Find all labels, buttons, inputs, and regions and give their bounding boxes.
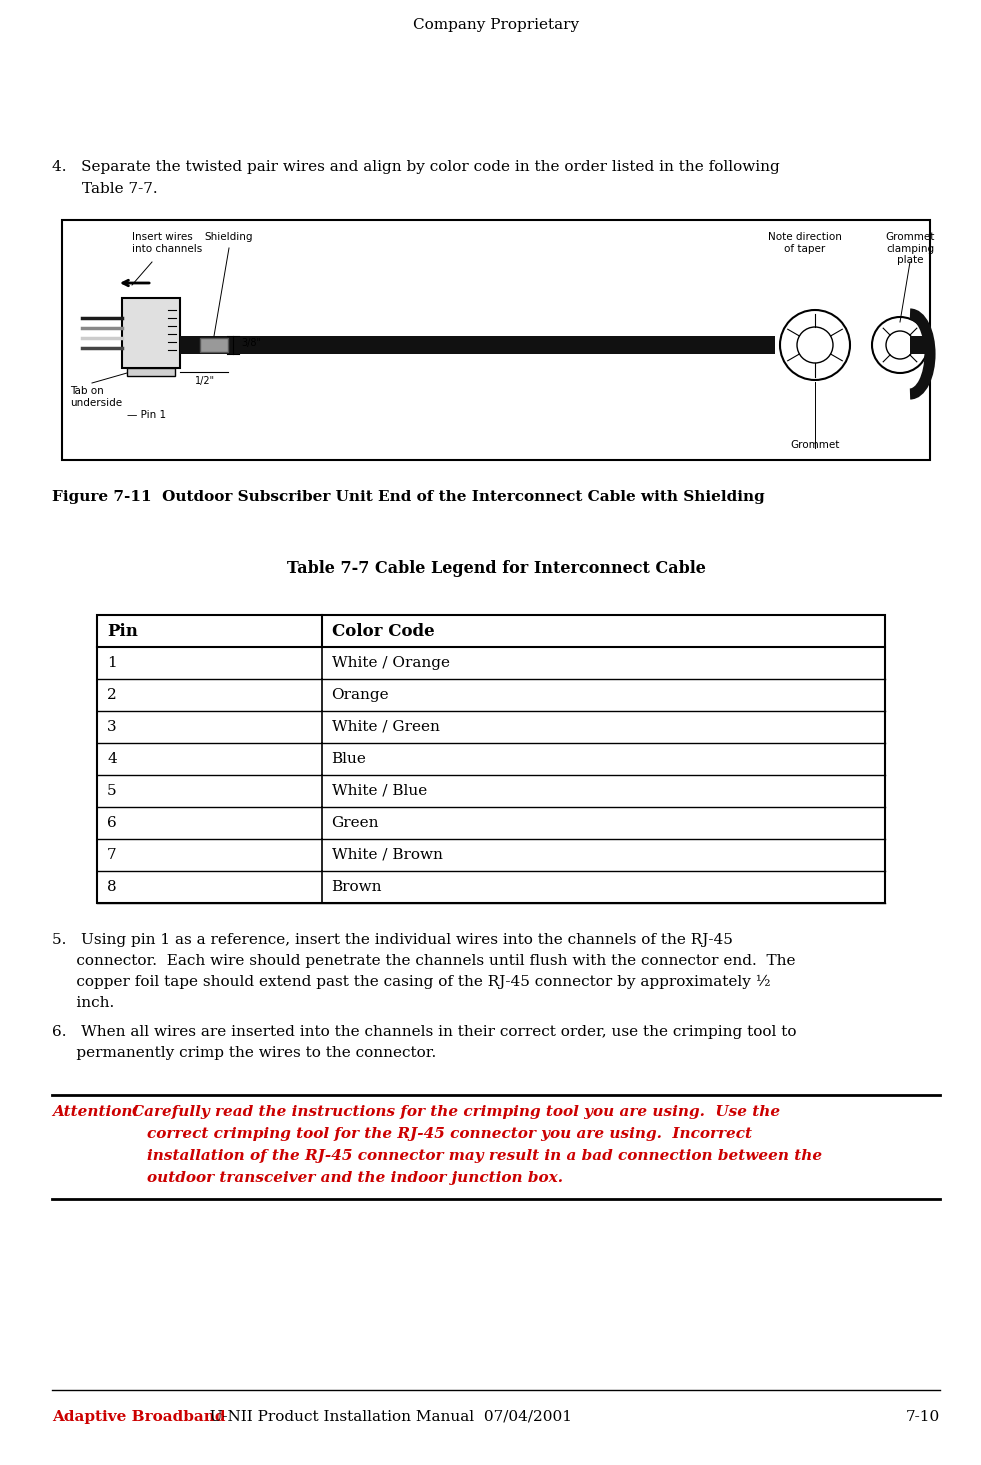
Bar <box>62 220 930 460</box>
Text: Adaptive Broadband: Adaptive Broadband <box>52 1409 226 1424</box>
Text: 1/2": 1/2" <box>195 377 215 385</box>
Text: 2: 2 <box>107 689 117 702</box>
Text: Pin: Pin <box>107 623 138 640</box>
Text: Carefully read the instructions for the crimping tool you are using.  Use the: Carefully read the instructions for the … <box>132 1105 780 1119</box>
Text: inch.: inch. <box>52 996 114 1009</box>
Bar <box>180 335 775 355</box>
Text: 3/8": 3/8" <box>241 338 261 349</box>
Text: 3: 3 <box>107 719 117 734</box>
Text: Shielding: Shielding <box>205 231 253 242</box>
Text: White / Green: White / Green <box>332 719 439 734</box>
Text: Grommet
clamping
plate: Grommet clamping plate <box>885 231 935 265</box>
Text: Note direction
of taper: Note direction of taper <box>768 231 842 253</box>
Bar <box>200 338 228 352</box>
Text: Orange: Orange <box>332 689 389 702</box>
Text: Grommet: Grommet <box>791 440 840 450</box>
Text: 4.   Separate the twisted pair wires and align by color code in the order listed: 4. Separate the twisted pair wires and a… <box>52 160 780 174</box>
Text: Green: Green <box>332 816 379 831</box>
Circle shape <box>886 331 914 359</box>
Text: Table 7-7 Cable Legend for Interconnect Cable: Table 7-7 Cable Legend for Interconnect … <box>286 560 705 577</box>
Text: White / Orange: White / Orange <box>332 656 449 670</box>
Text: 4: 4 <box>107 752 117 766</box>
Text: Brown: Brown <box>332 880 382 894</box>
Bar <box>97 615 885 902</box>
Text: 5.   Using pin 1 as a reference, insert the individual wires into the channels o: 5. Using pin 1 as a reference, insert th… <box>52 933 733 946</box>
Text: 6.   When all wires are inserted into the channels in their correct order, use t: 6. When all wires are inserted into the … <box>52 1026 797 1039</box>
Circle shape <box>797 327 833 363</box>
Text: Company Proprietary: Company Proprietary <box>413 18 579 32</box>
Text: Insert wires
into channels: Insert wires into channels <box>132 231 202 253</box>
Text: installation of the RJ-45 connector may result in a bad connection between the: installation of the RJ-45 connector may … <box>147 1149 822 1163</box>
Text: Figure 7-11  Outdoor Subscriber Unit End of the Interconnect Cable with Shieldin: Figure 7-11 Outdoor Subscriber Unit End … <box>52 489 765 504</box>
Bar <box>122 297 180 368</box>
Bar <box>127 368 175 377</box>
Text: 8: 8 <box>107 880 117 894</box>
Text: 7-10: 7-10 <box>905 1409 940 1424</box>
Text: Color Code: Color Code <box>332 623 435 640</box>
Text: Blue: Blue <box>332 752 367 766</box>
Text: permanently crimp the wires to the connector.: permanently crimp the wires to the conne… <box>52 1046 437 1061</box>
Text: outdoor transceiver and the indoor junction box.: outdoor transceiver and the indoor junct… <box>147 1171 563 1185</box>
Text: Table 7-7.: Table 7-7. <box>82 182 158 196</box>
Text: — Pin 1: — Pin 1 <box>127 410 166 420</box>
Text: 7: 7 <box>107 848 117 861</box>
Text: 1: 1 <box>107 656 117 670</box>
Text: U-NII Product Installation Manual  07/04/2001: U-NII Product Installation Manual 07/04/… <box>200 1409 572 1424</box>
Text: copper foil tape should extend past the casing of the RJ-45 connector by approxi: copper foil tape should extend past the … <box>52 976 771 989</box>
Text: 5: 5 <box>107 784 117 798</box>
Text: Attention!: Attention! <box>52 1105 139 1119</box>
Text: 6: 6 <box>107 816 117 831</box>
Text: correct crimping tool for the RJ-45 connector you are using.  Incorrect: correct crimping tool for the RJ-45 conn… <box>147 1127 752 1141</box>
Text: connector.  Each wire should penetrate the channels until flush with the connect: connector. Each wire should penetrate th… <box>52 954 796 968</box>
Bar <box>910 335 928 355</box>
Text: White / Blue: White / Blue <box>332 784 427 798</box>
Text: White / Brown: White / Brown <box>332 848 442 861</box>
Text: Tab on
underside: Tab on underside <box>70 385 122 407</box>
